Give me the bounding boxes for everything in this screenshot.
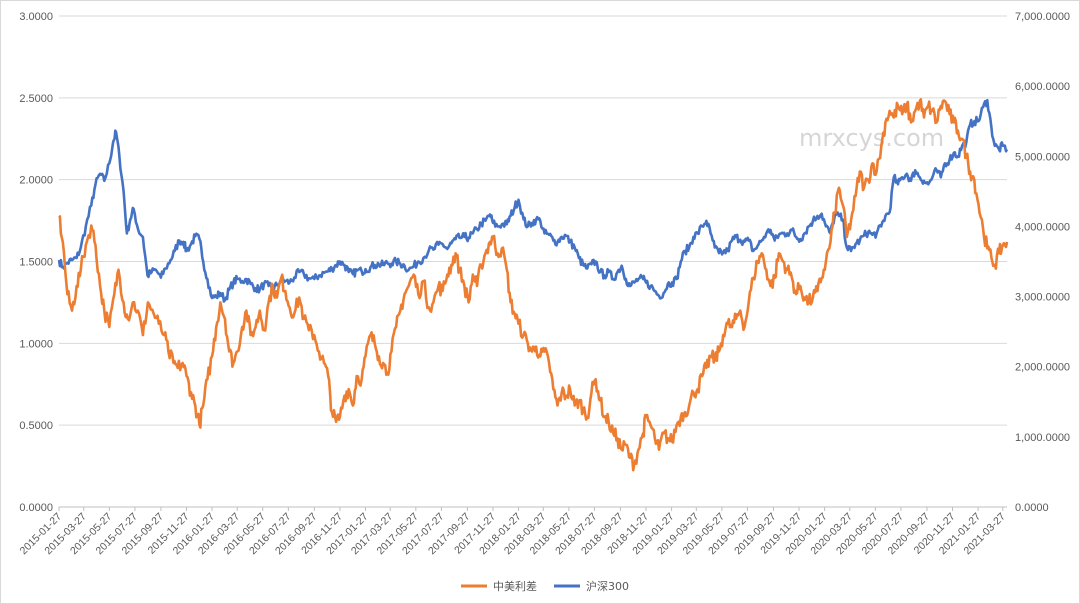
right-tick-label: 4,000.0000	[1015, 221, 1070, 233]
right-tick-label: 1,000.0000	[1015, 432, 1070, 444]
left-y-axis: 0.0000 0.5000 1.0000 1.5000 2.0000 2.5000 3.00…	[19, 11, 53, 514]
right-tick-label: 0.0000	[1015, 502, 1049, 514]
right-tick-label: 2,000.0000	[1015, 362, 1070, 374]
left-tick-label: 1.5000	[19, 257, 53, 269]
series-lines	[57, 98, 1009, 472]
left-tick-label: 1.0000	[19, 338, 53, 350]
right-tick-label: 6,000.0000	[1015, 81, 1070, 93]
right-tick-label: 3,000.0000	[1015, 292, 1070, 304]
right-tick-label: 7,000.0000	[1015, 11, 1070, 23]
x-axis: 2015-01-272015-03-272015-05-272015-07-27…	[18, 506, 1008, 557]
left-tick-label: 0.0000	[19, 502, 53, 514]
right-tick-label: 5,000.0000	[1015, 151, 1070, 163]
series-line-csi300	[57, 98, 1009, 303]
legend: 中美利差 沪深300	[461, 579, 629, 593]
left-tick-label: 0.5000	[19, 420, 53, 432]
legend-label-csi300: 沪深300	[586, 579, 629, 593]
left-tick-label: 2.0000	[19, 175, 53, 187]
left-tick-label: 3.0000	[19, 11, 53, 23]
gridlines	[59, 15, 1007, 426]
left-tick-label: 2.5000	[19, 93, 53, 105]
right-y-axis: 0.0000 1,000.0000 2,000.0000 3,000.0000 4,00…	[1015, 11, 1070, 514]
series-line-spread	[58, 98, 1009, 472]
watermark-text: mrxcys.com	[799, 124, 944, 152]
legend-label-spread: 中美利差	[493, 579, 537, 593]
